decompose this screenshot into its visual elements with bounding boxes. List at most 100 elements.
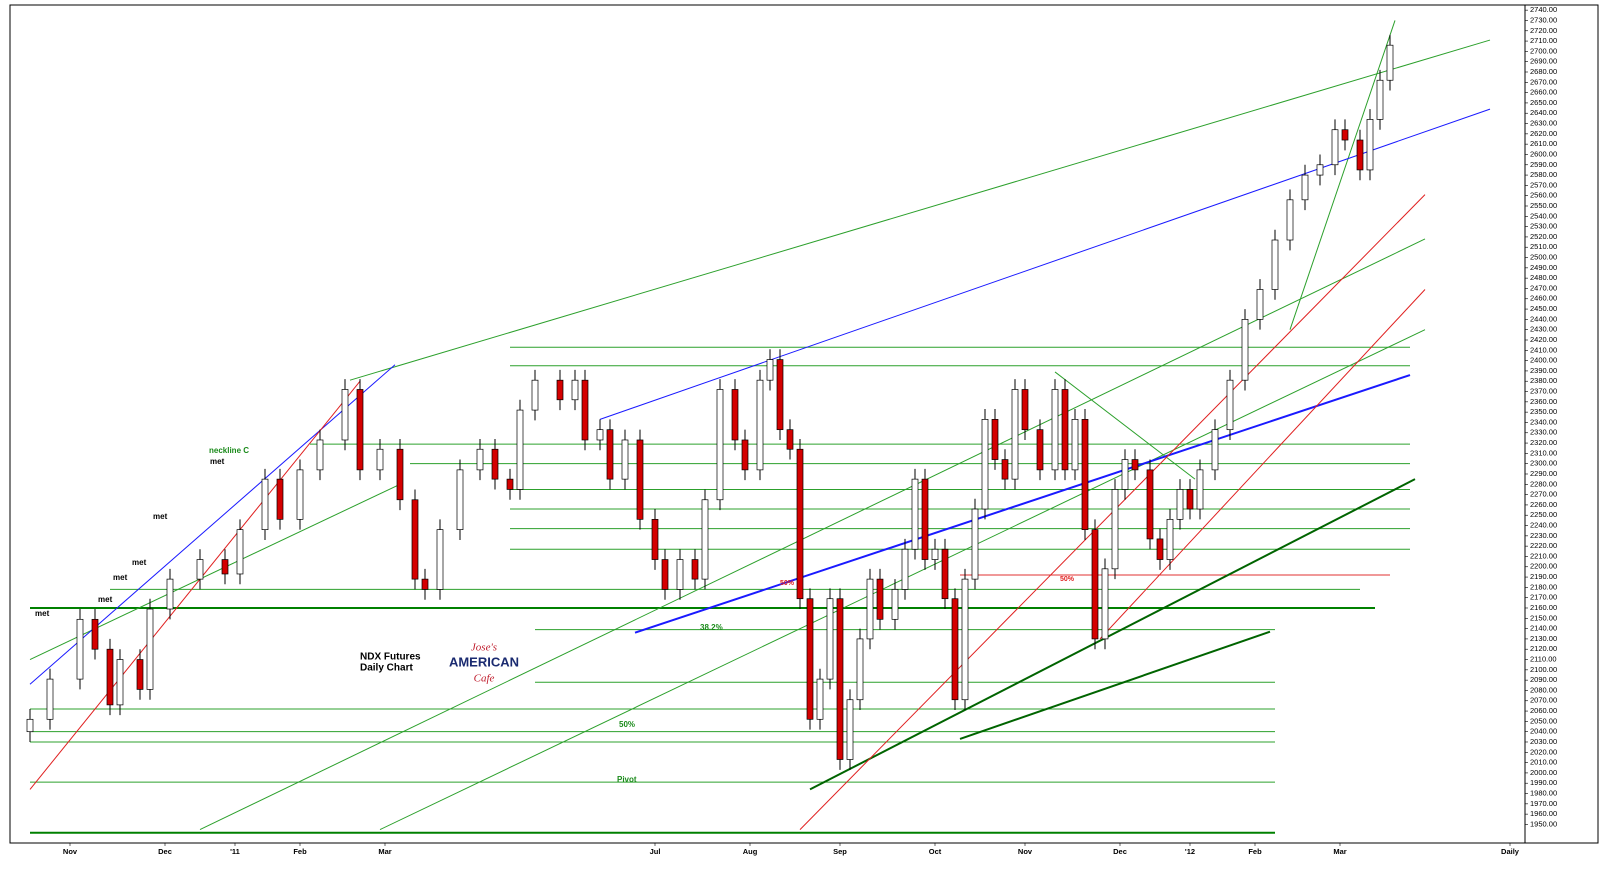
- x-tick-label: '11: [230, 847, 240, 856]
- candle-body: [1051, 389, 1059, 471]
- candle-body: [826, 598, 834, 680]
- y-tick-label: 2620.00: [1530, 129, 1557, 138]
- candle-body: [166, 578, 174, 610]
- annotation: Pivot: [617, 775, 637, 784]
- trendline: [1054, 371, 1196, 480]
- chart-subtitle: Daily Chart: [360, 663, 413, 674]
- y-tick-label: 2360.00: [1530, 397, 1557, 406]
- x-tick-label: Oct: [929, 847, 942, 856]
- candle-body: [691, 559, 699, 580]
- y-tick-label: 2110.00: [1530, 655, 1557, 664]
- candle-body: [991, 419, 999, 460]
- annotation: met: [210, 457, 225, 466]
- trendline: [199, 238, 1426, 831]
- candle-body: [1271, 239, 1279, 290]
- y-tick-label: 2480.00: [1530, 273, 1557, 282]
- candle-body: [971, 508, 979, 580]
- candle-body: [1146, 469, 1154, 540]
- y-tick-label: 2520.00: [1530, 232, 1557, 241]
- candle-body: [221, 559, 229, 575]
- candle-body: [846, 699, 854, 760]
- y-tick-label: 2420.00: [1530, 335, 1557, 344]
- y-tick-label: 2630.00: [1530, 119, 1557, 128]
- x-tick-label: Mar: [1333, 847, 1346, 856]
- y-tick-label: 2410.00: [1530, 345, 1557, 354]
- candle-body: [1036, 429, 1044, 471]
- y-tick-label: 2010.00: [1530, 758, 1557, 767]
- candle-body: [1301, 174, 1309, 201]
- logo-text: AMERICAN: [449, 654, 519, 669]
- y-tick-label: 2170.00: [1530, 593, 1557, 602]
- x-tick-label: Dec: [158, 847, 172, 856]
- candle-body: [581, 379, 589, 441]
- y-tick-label: 1950.00: [1530, 819, 1557, 828]
- candle-body: [1341, 129, 1349, 141]
- y-tick-label: 2350.00: [1530, 407, 1557, 416]
- candle-body: [506, 478, 514, 490]
- candle-body: [1081, 419, 1089, 531]
- logo-text: Jose's: [471, 642, 497, 654]
- x-tick-label: Sep: [833, 847, 847, 856]
- trendline: [1289, 20, 1396, 330]
- candle-body: [981, 419, 989, 510]
- candle-body: [1386, 44, 1394, 81]
- candle-body: [716, 389, 724, 501]
- y-tick-label: 2540.00: [1530, 211, 1557, 220]
- y-tick-label: 2180.00: [1530, 582, 1557, 591]
- candle-body: [376, 448, 384, 471]
- y-tick-label: 2450.00: [1530, 304, 1557, 313]
- candle-body: [1376, 79, 1384, 120]
- candle-body: [1356, 139, 1364, 171]
- x-tick-label: Mar: [378, 847, 391, 856]
- y-tick-label: 2280.00: [1530, 479, 1557, 488]
- candle-body: [931, 548, 939, 560]
- candle-body: [456, 469, 464, 531]
- trendline: [349, 39, 1491, 381]
- y-tick-label: 2240.00: [1530, 521, 1557, 530]
- annotation: neckline C: [209, 446, 249, 455]
- x-tick-label: Dec: [1113, 847, 1127, 856]
- annotation: met: [132, 558, 147, 567]
- candle-body: [1196, 469, 1204, 510]
- y-tick-label: 2660.00: [1530, 88, 1557, 97]
- candle-body: [651, 518, 659, 560]
- candle-body: [556, 379, 564, 401]
- y-tick-label: 2340.00: [1530, 417, 1557, 426]
- trendlines: [29, 20, 1491, 834]
- x-tick-label: Feb: [1248, 847, 1262, 856]
- candle-body: [1286, 199, 1294, 241]
- trendline: [959, 630, 1271, 740]
- candle-body: [116, 659, 124, 706]
- candle-body: [1091, 529, 1099, 640]
- candles: [26, 34, 1394, 770]
- candle-body: [106, 648, 114, 706]
- candle-body: [606, 429, 614, 480]
- y-tick-label: 2250.00: [1530, 510, 1557, 519]
- candle-body: [1241, 319, 1249, 381]
- y-tick-label: 2400.00: [1530, 356, 1557, 365]
- candle-body: [941, 548, 949, 600]
- candle-body: [951, 598, 959, 701]
- y-tick-label: 1970.00: [1530, 799, 1557, 808]
- candle-body: [1101, 568, 1109, 640]
- candle-body: [436, 529, 444, 590]
- candle-body: [146, 608, 154, 690]
- y-tick-label: 2060.00: [1530, 706, 1557, 715]
- candle-body: [1061, 389, 1069, 471]
- candle-body: [516, 409, 524, 490]
- candle-body: [76, 618, 84, 680]
- y-tick-label: 2230.00: [1530, 531, 1557, 540]
- annotation: 50%: [619, 720, 635, 729]
- candle-body: [196, 559, 204, 580]
- logo-text: Cafe: [474, 673, 495, 685]
- candle-body: [731, 389, 739, 441]
- candle-body: [741, 439, 749, 471]
- candle-body: [701, 499, 709, 580]
- candle-body: [531, 379, 539, 411]
- y-tick-label: 2370.00: [1530, 387, 1557, 396]
- trendline: [599, 108, 1491, 420]
- candle-body: [91, 618, 99, 650]
- candle-body: [676, 559, 684, 590]
- y-tick-label: 2020.00: [1530, 747, 1557, 756]
